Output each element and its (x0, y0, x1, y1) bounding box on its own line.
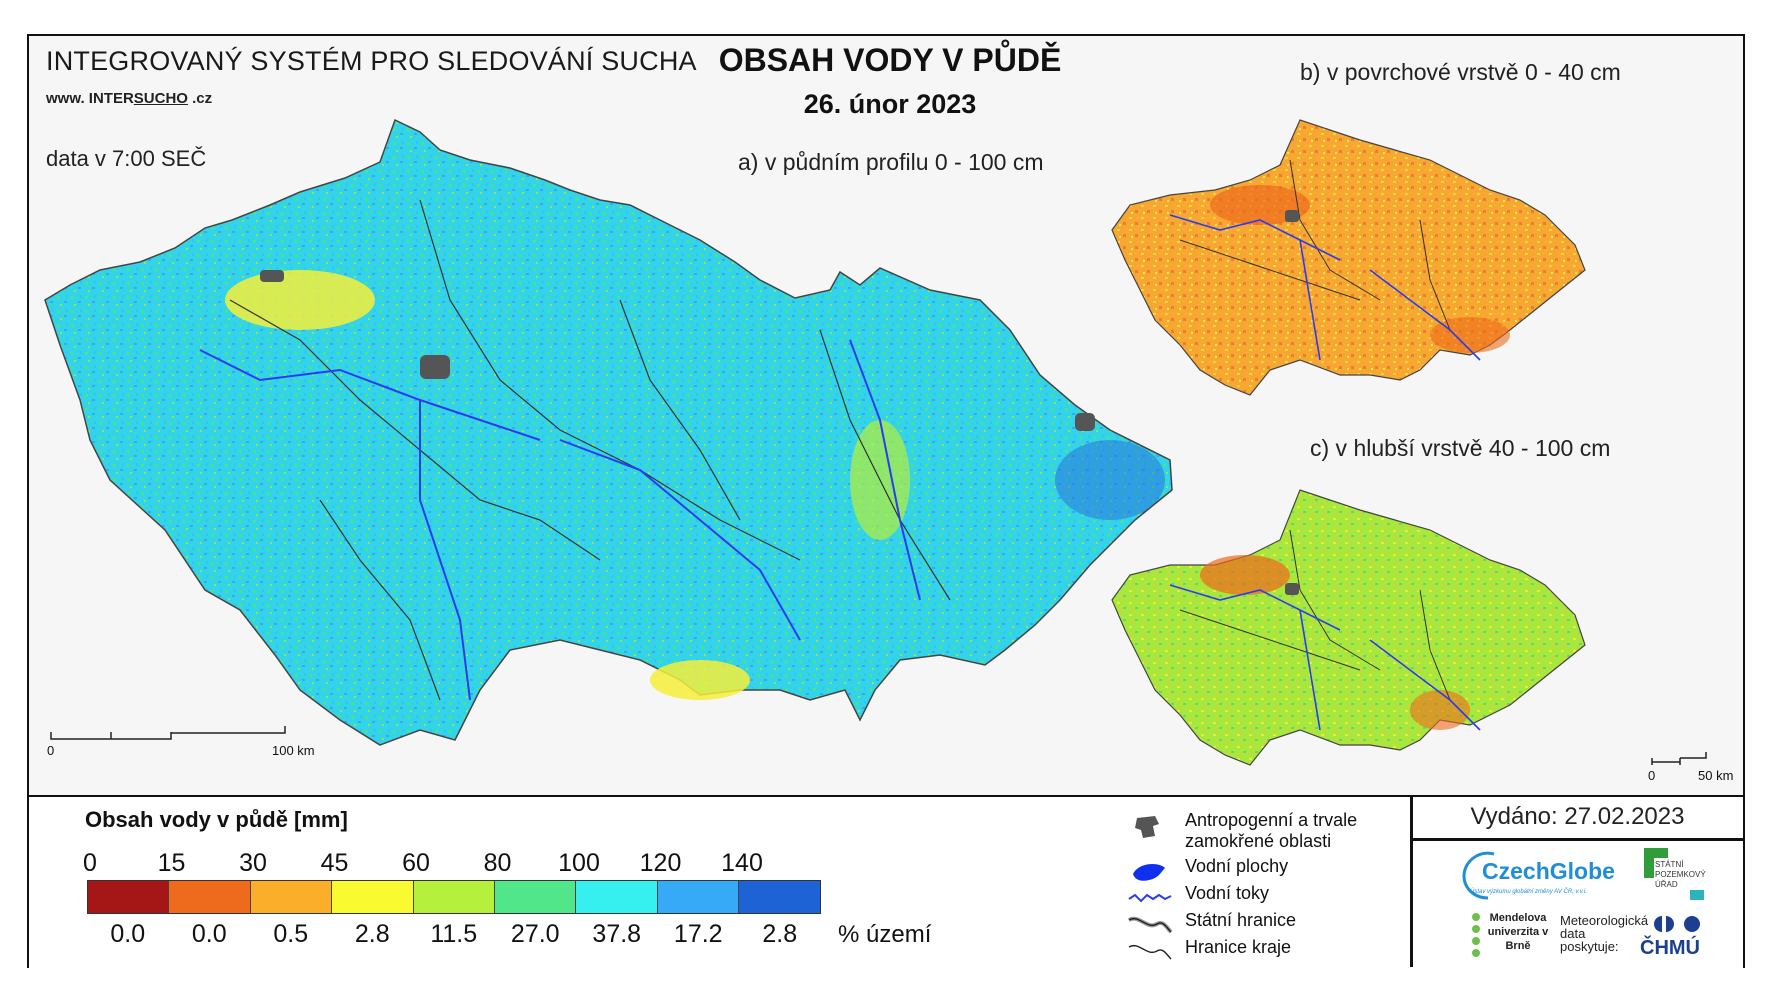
website-link[interactable]: www. INTERSUCHO .cz (46, 90, 212, 107)
map-c-borders (1179, 529, 1451, 701)
scale-main-zero: 0 (47, 743, 55, 758)
legend-tick-label: 0 (83, 849, 97, 877)
legend-class-swatch (657, 881, 740, 913)
scale-main-end: 100 km (272, 743, 315, 758)
map-c-prague (1285, 583, 1299, 595)
panel-divider-vertical (1410, 797, 1413, 967)
legend-title: Obsah vody v půdě [mm] (85, 807, 348, 832)
prague-urban-area (420, 355, 450, 379)
usti-urban-area (260, 270, 284, 282)
legend-tick-label: 140 (721, 849, 763, 877)
legend-tick-label: 45 (320, 849, 349, 877)
map-b-country (1111, 119, 1586, 396)
map-c (1111, 489, 1586, 766)
legend-class-percent: 0.0 (191, 920, 227, 948)
legend-color-bar (87, 880, 821, 914)
map-b-prague (1285, 210, 1299, 222)
met-data-provider-label: Meteorologická data poskytuje: (1560, 913, 1649, 954)
website-brand: SUCHO (133, 90, 188, 107)
chmu-logo: ČHMÚ (1640, 937, 1700, 959)
ostrava-urban-area (1075, 413, 1095, 431)
state-border-icon (1125, 910, 1173, 940)
legend-percent-unit: % území (838, 921, 932, 948)
map-c-label: c) v hlubší vrstvě 40 - 100 cm (1310, 435, 1611, 461)
legend-class-swatch (332, 881, 414, 913)
spu-logo-icon (1644, 848, 1704, 900)
czechglobe-logo-subtitle: Ústav výzkumu globální změny AV ČR, v.v.… (1470, 889, 1587, 895)
legend-class-swatch (576, 881, 658, 913)
issued-date: Vydáno: 27.02.2023 (1470, 803, 1685, 830)
urban-area-icon (1125, 810, 1173, 840)
legend-class-swatch (88, 881, 170, 913)
key-river: Vodní toky (1125, 883, 1269, 913)
legend-tick-label: 120 (639, 849, 682, 877)
legend-class-swatch (413, 881, 495, 913)
legend-class-percent: 11.5 (430, 920, 478, 948)
map-date: 26. únor 2023 (803, 89, 977, 119)
river-icon (1125, 883, 1173, 913)
maps-svg (44, 118, 1707, 766)
legend-class-swatch (250, 881, 333, 913)
map-a-country (44, 118, 1173, 746)
legend-tick-label: 100 (558, 849, 600, 877)
key-urban-label-2: zamokřené oblasti (1185, 831, 1332, 851)
map-c-rivers (1169, 584, 1481, 731)
scale-bar-small (1651, 752, 1707, 765)
system-title: INTEGROVANÝ SYSTÉM PRO SLEDOVÁNÍ SUCHA (46, 46, 697, 76)
map-c-country (1111, 489, 1586, 766)
key-river-label: Vodní toky (1185, 883, 1270, 903)
legend-class-percent: 0.0 (110, 920, 146, 948)
key-water-label: Vodní plochy (1185, 856, 1289, 876)
scale-small-end: 50 km (1698, 768, 1734, 783)
key-water-body: Vodní plochy (1125, 856, 1288, 886)
legend-tick-label: 15 (157, 849, 186, 877)
legend-class-percent: 17.2 (673, 920, 723, 948)
map-b (1111, 119, 1586, 396)
river-main (199, 339, 921, 701)
legend-tick-label: 80 (483, 849, 512, 877)
legend-class-swatch (169, 881, 251, 913)
legend-class-percent: 2.8 (354, 920, 390, 948)
water-body-icon (1125, 856, 1173, 886)
spu-logo: STÁTNÍ POZEMKOVÝ ÚŘAD (1655, 860, 1706, 889)
key-urban-area: Antropogenní a trvale zamokřené oblasti (1125, 810, 1357, 852)
map-b-very-dry-zone-south (1430, 317, 1510, 353)
chmu-logo-icon (1654, 916, 1700, 932)
map-a (44, 118, 1173, 746)
legend-class-percent: 27.0 (510, 920, 560, 948)
main-title: OBSAH VODY V PŮDĚ (718, 42, 1062, 78)
legend-class-swatch (494, 881, 577, 913)
panel-divider-horizontal (1412, 838, 1743, 841)
website-prefix: www. INTER (46, 90, 134, 107)
legend-tick-label: 60 (402, 849, 430, 877)
key-state-border-label: Státní hranice (1185, 910, 1297, 930)
key-urban-label-1: Antropogenní a trvale (1185, 810, 1358, 830)
czechglobe-logo: CzechGlobe (1482, 858, 1615, 884)
dry-zone-north (225, 270, 375, 330)
map-c-very-dry-zone-south (1410, 690, 1470, 730)
map-c-very-dry-zone (1200, 555, 1290, 595)
data-time: data v 7:00 SEČ (46, 146, 207, 171)
dry-zone-south (650, 660, 750, 700)
website-suffix: .cz (187, 90, 213, 107)
czechglobe-logo-icon (1462, 851, 1495, 900)
legend-class-swatch (739, 881, 820, 913)
map-b-borders (1179, 159, 1451, 331)
key-region-border-label: Hranice kraje (1185, 937, 1292, 957)
legend-class-percent: 0.5 (273, 920, 309, 948)
mendel-logo: Mendelova univerzita v Brně (1487, 912, 1549, 952)
scale-small-zero: 0 (1648, 768, 1656, 783)
key-region-border: Hranice kraje (1125, 937, 1291, 967)
wet-zone-east (1055, 440, 1165, 520)
region-border-icon (1125, 937, 1173, 967)
map-b-rivers (1169, 214, 1481, 361)
mendel-logo-icon (1472, 913, 1480, 957)
legend-tick-label: 30 (239, 849, 267, 877)
legend-class-percent: 37.8 (592, 920, 642, 948)
map-b-label: b) v povrchové vrstvě 0 - 40 cm (1300, 59, 1621, 85)
key-state-border: Státní hranice (1125, 910, 1296, 940)
scale-bar-main (50, 726, 286, 740)
legend-class-percent: 2.8 (762, 920, 798, 948)
map-a-label: a) v půdním profilu 0 - 100 cm (738, 149, 1044, 175)
